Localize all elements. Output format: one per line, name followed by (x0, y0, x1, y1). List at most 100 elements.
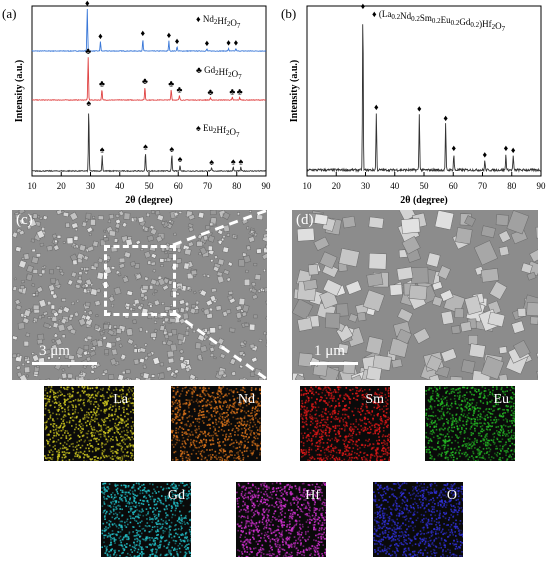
eds-pixel (57, 394, 60, 397)
eds-pixel (49, 414, 52, 417)
eds-pixel (127, 505, 130, 508)
eds-pixel (123, 421, 126, 424)
eds-pixel (125, 420, 128, 422)
eds-pixel (78, 436, 81, 438)
eds-pixel (148, 543, 151, 546)
eds-pixel (242, 400, 245, 403)
eds-pixel (47, 454, 50, 456)
eds-pixel (330, 395, 333, 397)
eds-pixel (186, 540, 189, 542)
eds-pixel (202, 391, 204, 393)
eds-pixel (48, 457, 51, 459)
eds-pixel (63, 422, 65, 425)
eds-pixel (477, 414, 480, 416)
eds-pixel (469, 403, 472, 406)
eds-pixel (56, 456, 59, 458)
eds-pixel (447, 411, 449, 413)
eds-pixel (114, 425, 116, 427)
eds-pixel (461, 410, 463, 413)
eds-pixel (490, 412, 492, 415)
eds-pixel (53, 402, 56, 404)
sem-particle (168, 280, 173, 285)
eds-pixel (369, 455, 372, 458)
eds-pixel (127, 446, 129, 448)
eds-pixel (324, 421, 326, 423)
eds-pixel (233, 412, 236, 414)
eds-pixel (121, 491, 124, 494)
eds-pixel (164, 540, 166, 542)
eds-pixel (488, 439, 491, 442)
eds-pixel (429, 396, 432, 399)
eds-pixel (100, 395, 103, 398)
eds-pixel (471, 445, 473, 447)
eds-pixel (169, 551, 172, 553)
eds-pixel (184, 442, 187, 445)
eds-pixel (62, 418, 65, 421)
sem-particle (141, 297, 146, 301)
eds-pixel (46, 420, 48, 422)
sem-particle (14, 298, 21, 306)
sem-particle (150, 253, 157, 259)
eds-pixel (183, 440, 186, 442)
sem-particle (152, 356, 161, 365)
eds-pixel (474, 460, 477, 461)
eds-pixel (355, 398, 357, 401)
eds-pixel (304, 392, 306, 395)
eds-pixel (253, 432, 255, 434)
eds-pixel (350, 423, 352, 425)
eds-pixel (511, 434, 513, 437)
eds-pixel (314, 431, 317, 434)
eds-pixel (326, 458, 329, 460)
sem-particle (133, 358, 140, 365)
eds-pixel (486, 401, 488, 403)
eds-pixel (234, 412, 237, 415)
eds-pixel (350, 454, 352, 456)
sem-particle (52, 311, 59, 318)
eds-pixel (440, 427, 442, 430)
eds-pixel (485, 442, 487, 444)
sem-particle (90, 288, 98, 296)
eds-pixel (182, 414, 185, 416)
eds-pixel (259, 422, 261, 424)
eds-pixel (171, 486, 174, 489)
eds-pixel (495, 399, 498, 401)
eds-pixel (175, 436, 178, 438)
eds-pixel (94, 405, 97, 408)
eds-pixel (319, 445, 321, 448)
eds-pixel (499, 434, 502, 437)
eds-pixel (179, 538, 182, 541)
eds-pixel (105, 438, 108, 441)
eds-pixel (311, 455, 314, 458)
eds-pixel (344, 453, 347, 456)
eds-pixel (48, 459, 50, 461)
eds-pixel (171, 507, 173, 510)
eds-pixel (458, 451, 460, 454)
eds-pixel (301, 426, 304, 428)
sem-particle (536, 369, 538, 380)
eds-pixel (77, 400, 79, 402)
eds-pixel (454, 394, 456, 397)
eds-pixel (191, 392, 194, 395)
eds-pixel (130, 425, 133, 428)
sem-particle (70, 271, 77, 278)
eds-pixel (52, 450, 54, 453)
eds-pixel (459, 431, 461, 434)
eds-pixel (174, 407, 177, 410)
eds-pixel (180, 482, 182, 484)
eds-pixel (465, 420, 468, 423)
eds-pixel (464, 451, 467, 454)
eds-pixel (507, 429, 510, 432)
eds-pixel (225, 393, 227, 396)
eds-pixel (176, 436, 179, 439)
eds-pixel (234, 434, 236, 436)
sem-particle (135, 239, 142, 246)
sem-particle (251, 356, 258, 363)
eds-pixel (88, 413, 91, 416)
x-tick-label: 70 (478, 181, 488, 191)
sem-particle (108, 230, 116, 237)
sem-particle (36, 286, 44, 293)
sem-particle (297, 317, 313, 332)
eds-pixel (171, 405, 173, 408)
sem-particle (249, 343, 255, 349)
